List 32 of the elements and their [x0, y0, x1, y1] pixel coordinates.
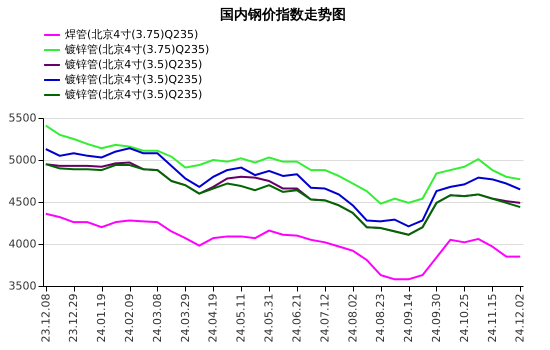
x-tick-label: 24.02.09 — [123, 294, 136, 342]
x-tick-label: 24.05.11 — [234, 294, 248, 342]
x-tick-label: 24.12.02 — [514, 294, 527, 342]
x-tick-label: 24.11.15 — [486, 294, 499, 342]
x-tick-label: 24.09.14 — [402, 294, 416, 342]
x-tick-label: 23.12.29 — [67, 294, 80, 342]
y-tick-label: 5500 — [8, 112, 36, 124]
x-tick-label: 24.05.31 — [262, 294, 276, 342]
x-tick-label: 24.08.23 — [374, 294, 388, 342]
legend-label: 镀锌管(北京4寸(3.5)Q235) — [64, 73, 202, 86]
x-tick-label: 24.03.29 — [178, 294, 192, 342]
x-tick-label: 24.09.30 — [430, 294, 443, 342]
y-tick-label: 5000 — [8, 154, 36, 166]
legend-label: 镀锌管(北京4寸(3.5)Q235) — [64, 88, 202, 101]
chart-title: 国内钢价指数走势图 — [220, 7, 346, 23]
y-tick-label: 4500 — [8, 196, 36, 208]
x-tick-label: 24.08.02 — [346, 294, 360, 342]
y-tick-label: 3500 — [8, 280, 36, 292]
x-tick-label: 24.03.08 — [150, 294, 164, 342]
x-tick-label: 23.12.08 — [39, 294, 52, 342]
line-series — [44, 147, 522, 228]
x-tick-label: 24.04.19 — [206, 294, 220, 342]
y-tick-label: 4000 — [8, 238, 36, 250]
line-series — [44, 124, 522, 205]
x-tick-label: 24.01.19 — [95, 294, 108, 342]
line-series — [44, 212, 522, 280]
x-tick-label: 24.07.12 — [318, 294, 332, 342]
x-tick-label: 24.06.21 — [290, 294, 304, 342]
legend-label: 镀锌管(北京4寸(3.5)Q235) — [64, 58, 202, 71]
x-tick-label: 24.10.25 — [458, 294, 471, 342]
legend-label: 镀锌管(北京4寸(3.75)Q235) — [64, 43, 210, 56]
legend-label: 焊管(北京4寸(3.75)Q235) — [65, 28, 198, 41]
